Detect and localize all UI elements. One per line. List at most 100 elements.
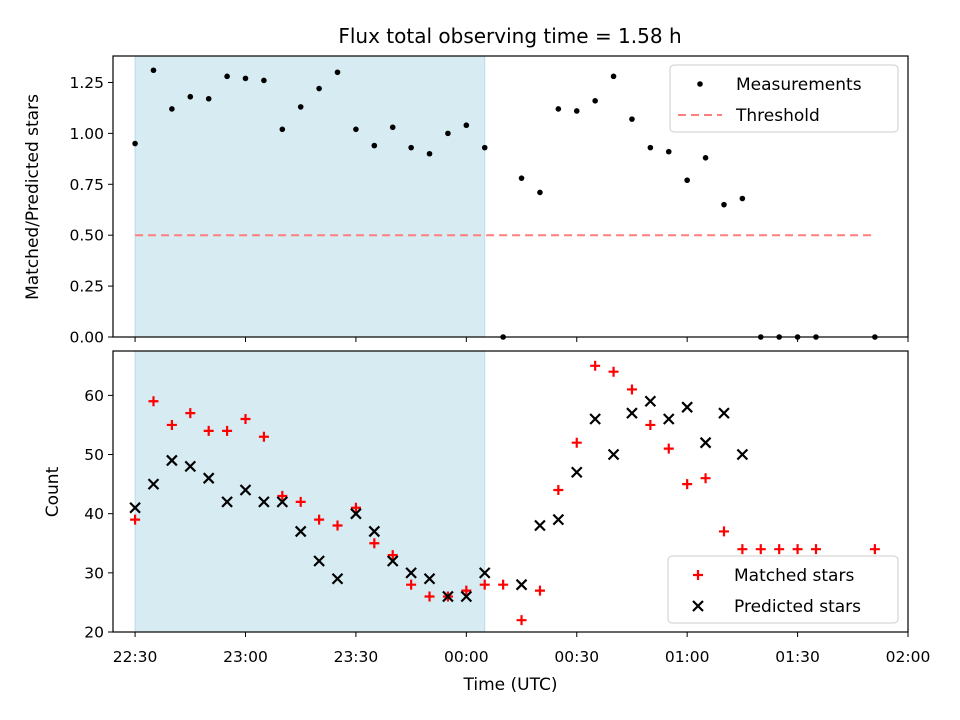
measurements-point bbox=[205, 95, 212, 102]
measurements-point bbox=[261, 77, 267, 84]
measurements-point bbox=[684, 177, 690, 184]
legend-swatch-predicted-stars bbox=[692, 600, 704, 612]
predicted-stars-point bbox=[202, 472, 215, 484]
y-tick-label: 0.75 bbox=[69, 176, 104, 194]
top-panel-marks bbox=[132, 67, 878, 340]
bottom-panel-marks bbox=[129, 360, 880, 626]
observing-span-shade bbox=[134, 350, 486, 633]
matched-stars-point bbox=[608, 366, 619, 377]
bottom-panel-frame bbox=[112, 350, 909, 633]
y-tick-label: 20 bbox=[84, 624, 104, 642]
matched-stars-point bbox=[240, 414, 251, 425]
predicted-stars-point bbox=[626, 407, 638, 419]
y-tick-label: 60 bbox=[84, 387, 104, 405]
matched-stars-point bbox=[718, 526, 729, 537]
matched-stars-point bbox=[663, 443, 674, 454]
matched-stars-point bbox=[571, 437, 582, 448]
top-panel-y-axis-label: Matched/Predicted stars bbox=[23, 94, 43, 300]
legend-label-predicted-stars: Predicted stars bbox=[734, 597, 861, 617]
predicted-stars-point bbox=[589, 413, 601, 425]
predicted-stars-point bbox=[239, 484, 252, 496]
bottom-panel-y-axis-label: Count bbox=[43, 466, 63, 517]
matched-stars-point bbox=[295, 496, 306, 507]
matched-stars-point bbox=[130, 514, 141, 525]
predicted-stars-point bbox=[313, 555, 325, 567]
measurements-point bbox=[445, 130, 451, 137]
legend-label-measurements: Measurements bbox=[736, 75, 862, 95]
predicted-stars-point bbox=[294, 525, 307, 538]
observing-span-shade bbox=[134, 55, 486, 338]
measurements-point bbox=[592, 97, 598, 104]
measurements-point bbox=[610, 73, 617, 80]
matched-stars-point bbox=[774, 544, 785, 555]
measurements-point bbox=[132, 140, 138, 147]
matched-stars-point bbox=[350, 502, 361, 513]
x-tick-label: 23:00 bbox=[223, 648, 268, 666]
predicted-stars-point bbox=[515, 578, 528, 591]
legend-label-threshold: Threshold bbox=[735, 106, 820, 126]
matched-stars-point bbox=[166, 419, 177, 430]
y-tick-label: 50 bbox=[84, 446, 104, 464]
measurements-point bbox=[573, 108, 580, 114]
matched-stars-point bbox=[737, 544, 748, 555]
predicted-stars-point bbox=[423, 572, 436, 585]
x-tick-label: 00:00 bbox=[444, 648, 489, 666]
predicted-stars-point bbox=[258, 496, 270, 508]
x-tick-label: 01:30 bbox=[775, 648, 820, 666]
measurements-point bbox=[297, 104, 304, 110]
matched-stars-point bbox=[700, 473, 711, 484]
measurements-point bbox=[242, 75, 249, 82]
measurements-point bbox=[537, 189, 543, 196]
matched-stars-point bbox=[755, 544, 766, 555]
measurements-point bbox=[371, 142, 378, 149]
predicted-stars-point bbox=[570, 466, 583, 479]
measurements-point bbox=[555, 106, 562, 112]
top-panel-legend: Measurements Threshold bbox=[669, 64, 899, 133]
matched-stars-point bbox=[516, 615, 527, 626]
matched-stars-point bbox=[185, 408, 196, 419]
matched-stars-point bbox=[626, 384, 637, 395]
measurements-point bbox=[316, 85, 322, 92]
top-panel-y-axis: 0.00 0.25 0.50 0.75 1.00 1.25 bbox=[69, 74, 113, 347]
x-tick-label: 23:30 bbox=[334, 648, 379, 666]
predicted-stars-point bbox=[460, 590, 473, 603]
measurements-point bbox=[389, 124, 396, 131]
measurements-point bbox=[721, 201, 727, 208]
measurements-point bbox=[334, 69, 341, 76]
measurements-point bbox=[629, 116, 635, 122]
y-tick-label: 0.50 bbox=[69, 227, 104, 245]
matched-stars-point bbox=[406, 579, 417, 590]
matched-stars-point bbox=[314, 514, 325, 525]
predicted-stars-point bbox=[350, 507, 362, 520]
legend-box bbox=[669, 64, 899, 133]
top-panel-matched-ratio: 0.00 0.25 0.50 0.75 1.00 1.25 Matched/Predict… bbox=[23, 55, 909, 347]
matched-stars-point bbox=[590, 360, 601, 371]
legend-swatch-measurements bbox=[697, 81, 703, 87]
matched-stars-point bbox=[203, 425, 214, 436]
matched-stars-point bbox=[369, 538, 380, 549]
matched-stars-point bbox=[869, 544, 880, 555]
y-tick-label: 1.00 bbox=[69, 125, 104, 143]
matched-stars-point bbox=[222, 425, 233, 436]
measurements-point bbox=[353, 126, 359, 133]
predicted-stars-point bbox=[442, 590, 454, 603]
predicted-stars-point bbox=[607, 448, 620, 461]
y-tick-label: 0.25 bbox=[69, 278, 104, 296]
predicted-stars-point bbox=[147, 478, 160, 490]
matched-stars-point bbox=[534, 585, 545, 596]
predicted-stars-point bbox=[718, 407, 730, 419]
predicted-stars-point bbox=[699, 436, 712, 449]
predicted-stars-point bbox=[405, 567, 417, 579]
matched-stars-point bbox=[682, 479, 693, 490]
predicted-stars-point bbox=[166, 454, 178, 467]
top-panel-frame bbox=[112, 55, 909, 338]
y-tick-label: 40 bbox=[84, 505, 104, 523]
measurements-point bbox=[150, 67, 157, 74]
bottom-panel-y-axis: 20 30 40 50 60 bbox=[84, 387, 113, 642]
matched-stars-point bbox=[810, 544, 821, 555]
x-tick-label: 22:30 bbox=[113, 648, 158, 666]
predicted-stars-point bbox=[644, 395, 657, 408]
x-tick-label: 02:00 bbox=[886, 648, 931, 666]
measurements-point bbox=[702, 155, 709, 161]
bottom-panel-x-axis: 22:30 23:00 23:30 00:00 00:30 01:00 01:30 02:00 bbox=[113, 632, 931, 666]
